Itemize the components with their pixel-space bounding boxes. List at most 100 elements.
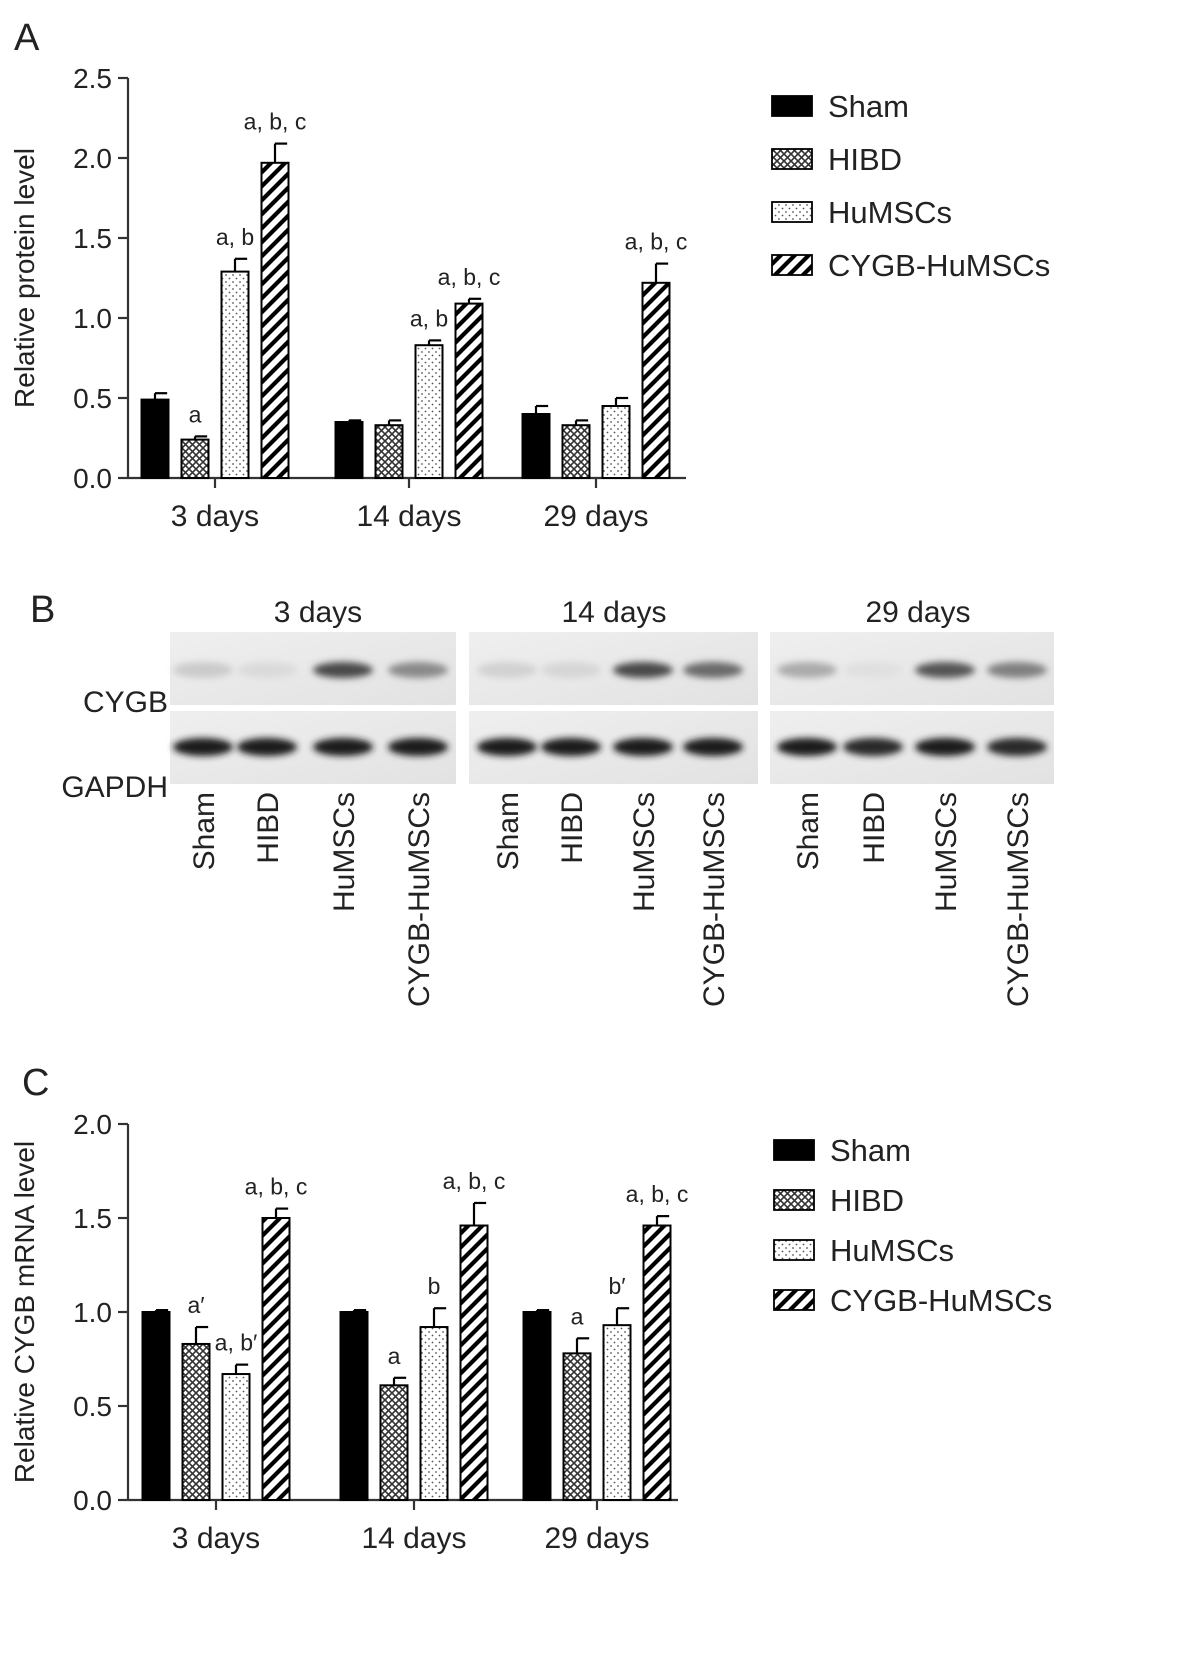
significance-label: b′ <box>608 1273 625 1299</box>
significance-label: a <box>571 1303 584 1329</box>
blot-timepoint-label: 29 days <box>865 596 970 629</box>
blot-band <box>915 738 975 756</box>
blot-band <box>388 738 448 756</box>
blot-lane-label: HIBD <box>858 792 891 864</box>
bar <box>261 1217 291 1501</box>
bar <box>522 1311 552 1501</box>
legend-label: Sham <box>828 89 909 124</box>
blot-lane-label: HuMSCs <box>930 792 963 912</box>
significance-label: a, b, c <box>244 109 307 135</box>
y-tick-label: 0.5 <box>73 1391 112 1422</box>
blot-lane-label: Sham <box>492 792 525 870</box>
y-tick-label: 1.0 <box>73 1297 112 1328</box>
legend-swatch <box>771 148 813 170</box>
blot-band <box>843 738 903 756</box>
blot-lane-label: Sham <box>188 792 221 870</box>
x-tick-label: 29 days <box>544 1522 649 1555</box>
legend-swatch <box>773 1189 815 1211</box>
bar <box>374 424 404 480</box>
blot-band <box>173 738 233 756</box>
blot-band <box>683 738 743 756</box>
bar <box>339 1311 369 1501</box>
y-tick-label: 2.0 <box>73 143 112 174</box>
blot-panel: 3 days 14 days 29 days CYGB GAPDH Sham HI… <box>61 596 1054 1007</box>
blot-band <box>915 662 975 678</box>
panel-label-c: C <box>22 1062 49 1104</box>
chart-c: 0.0 0.5 1.0 1.5 2.0 3 days 14 days 29 days Relat… <box>9 1109 1052 1555</box>
bar <box>419 1326 449 1502</box>
blot-band <box>237 738 297 756</box>
legend-swatch <box>771 201 813 223</box>
y-tick-label: 1.5 <box>73 1203 112 1234</box>
blot-lane-label: HIBD <box>556 792 589 864</box>
legend-label: Sham <box>830 1133 911 1168</box>
legend-label: HuMSCs <box>828 195 952 230</box>
significance-label: a, b <box>410 305 448 331</box>
blot-row-label-cygb: CYGB <box>83 686 168 719</box>
bar <box>141 1311 171 1501</box>
bar <box>459 1224 489 1502</box>
significance-label: a <box>189 401 202 427</box>
blot-lane-label: Sham <box>792 792 825 870</box>
blot-band <box>313 738 373 756</box>
x-tick-label: 14 days <box>361 1522 466 1555</box>
blot-lane-label: CYGB-HuMSCs <box>698 792 731 1007</box>
legend-label: HIBD <box>828 142 902 177</box>
significance-label: a, b′ <box>215 1330 258 1356</box>
chart-a: 0.0 0.5 1.0 1.5 2.0 2.5 3 days 14 days 29 days Re… <box>9 63 1050 533</box>
bar <box>602 1324 632 1502</box>
blot-timepoint-label: 14 days <box>561 596 666 629</box>
bar <box>521 413 551 479</box>
blot-band <box>541 738 601 756</box>
blot-band <box>843 662 903 678</box>
blot-band <box>173 662 233 678</box>
bar <box>334 421 364 479</box>
bar <box>181 1342 211 1501</box>
bar <box>260 161 290 480</box>
legend-label: HuMSCs <box>830 1233 954 1268</box>
y-tick-label: 1.5 <box>73 223 112 254</box>
bar <box>642 1224 672 1502</box>
y-axis-label: Relative CYGB mRNA level <box>9 1141 40 1483</box>
blot-band <box>613 738 673 756</box>
x-tick-label: 29 days <box>543 500 648 533</box>
blot-band <box>237 662 297 678</box>
blot-band <box>477 662 537 678</box>
blot-row-label-gapdh: GAPDH <box>61 771 168 804</box>
blot-band <box>388 662 448 678</box>
legend-label: HIBD <box>830 1183 904 1218</box>
significance-label: a′ <box>187 1292 204 1318</box>
bar <box>641 281 671 479</box>
significance-label: a <box>388 1343 401 1369</box>
significance-label: a, b, c <box>438 264 501 290</box>
blot-band <box>777 738 837 756</box>
y-axis-label: Relative protein level <box>9 148 40 408</box>
x-tick-label: 3 days <box>172 1522 260 1555</box>
y-tick-label: 0.5 <box>73 383 112 414</box>
significance-label: a, b, c <box>626 1181 689 1207</box>
legend-swatch <box>773 1139 815 1161</box>
blot-band <box>613 662 673 678</box>
blot-band <box>477 738 537 756</box>
blot-band <box>313 662 373 678</box>
significance-label: a, b, c <box>245 1174 308 1200</box>
bar <box>220 270 250 479</box>
significance-label: a, b, c <box>625 229 688 255</box>
bar <box>379 1384 409 1501</box>
blot-lane-label: HuMSCs <box>628 792 661 912</box>
significance-label: a, b, c <box>443 1168 506 1194</box>
y-tick-label: 2.0 <box>73 1109 112 1140</box>
blot-lane-label: HuMSCs <box>328 792 361 912</box>
blot-lane-label: HIBD <box>252 792 285 864</box>
bar <box>221 1373 251 1502</box>
bar <box>562 1352 592 1501</box>
blot-band <box>683 662 743 678</box>
x-tick-label: 14 days <box>356 500 461 533</box>
blot-timepoint-label: 3 days <box>274 596 362 629</box>
bar <box>180 438 210 480</box>
legend-swatch <box>773 1289 815 1311</box>
blot-band <box>541 662 601 678</box>
panel-label-b: B <box>30 589 55 631</box>
y-tick-label: 2.5 <box>73 63 112 94</box>
